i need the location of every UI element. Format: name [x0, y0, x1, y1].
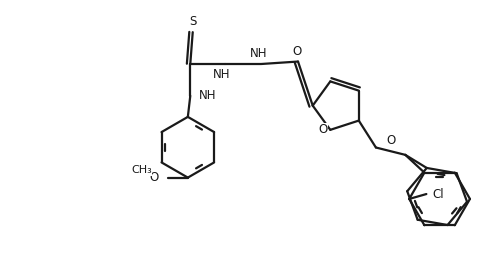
Text: S: S	[189, 15, 197, 28]
Text: O: O	[149, 171, 158, 184]
Text: O: O	[292, 45, 302, 58]
Text: O: O	[386, 134, 395, 147]
Text: NH: NH	[199, 89, 216, 102]
Text: Cl: Cl	[433, 188, 445, 201]
Text: O: O	[318, 123, 327, 136]
Text: CH₃: CH₃	[131, 165, 152, 175]
Text: NH: NH	[213, 68, 231, 81]
Text: NH: NH	[250, 47, 268, 60]
